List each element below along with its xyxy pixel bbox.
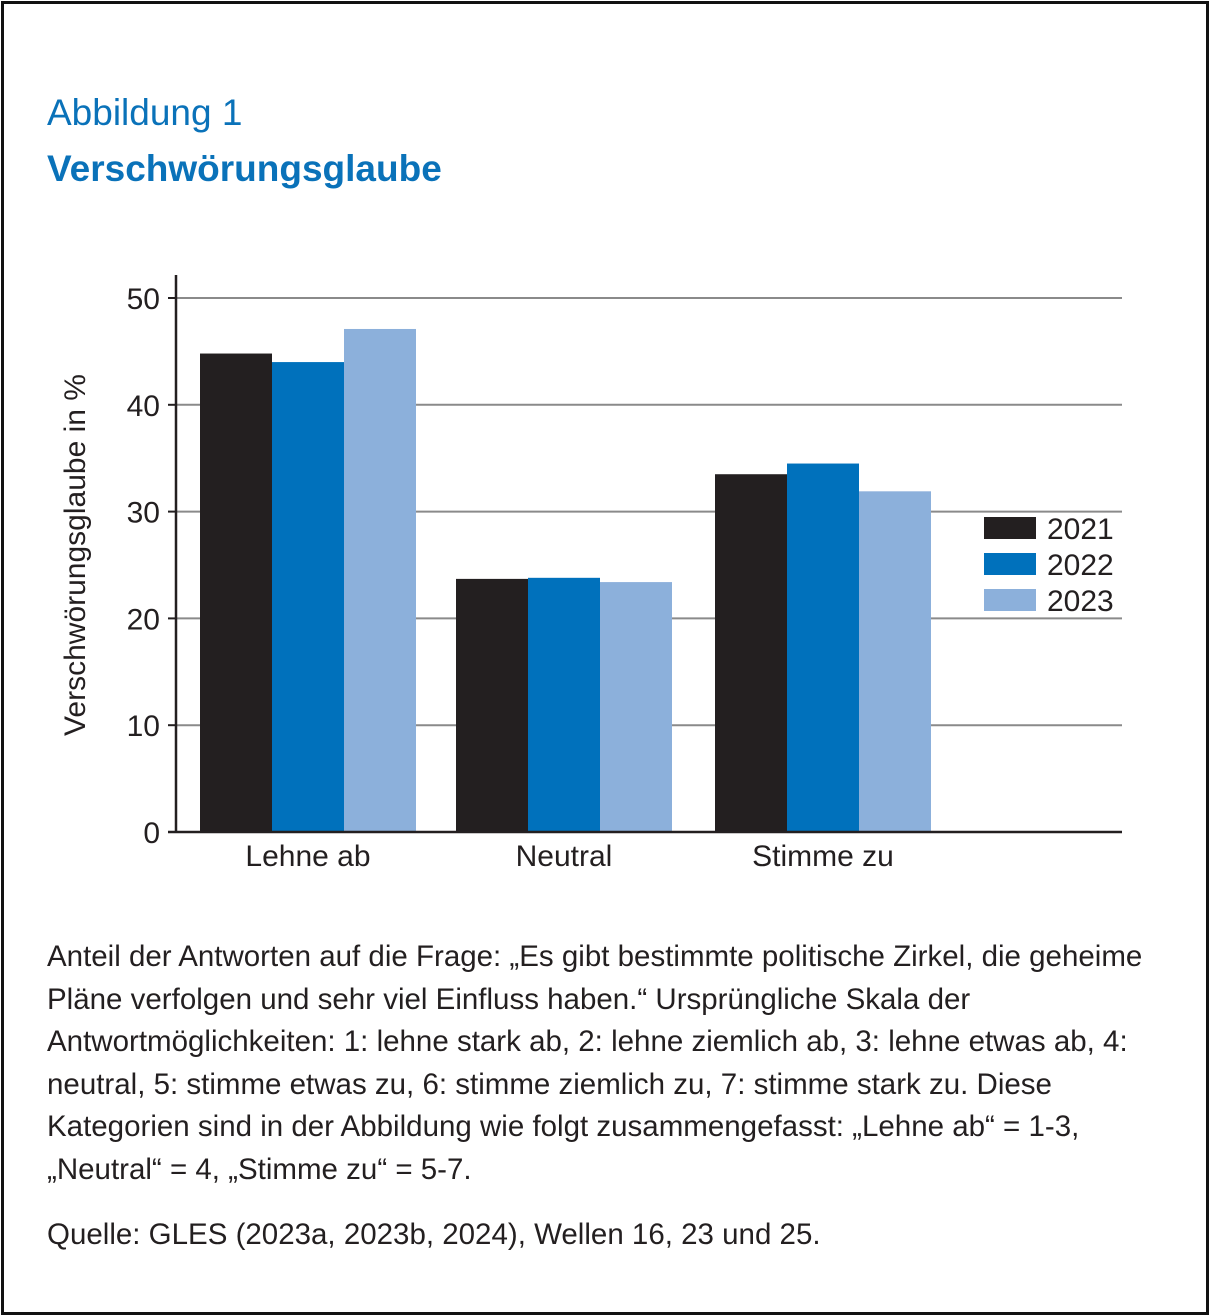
figure-note: Anteil der Antworten auf die Frage: „Es … <box>47 940 1143 1186</box>
y-tick-label: 0 <box>143 817 160 850</box>
bar-2021-neutral <box>456 578 528 832</box>
bar-2021-lehne-ab <box>200 353 272 832</box>
bar-2022-stimme-zu <box>787 463 859 832</box>
y-tick-label: 50 <box>127 283 160 316</box>
bar-2021-stimme-zu <box>715 474 787 832</box>
legend-label: 2021 <box>1047 513 1114 546</box>
y-tick-label: 10 <box>127 710 160 743</box>
bar-2022-lehne-ab <box>272 362 344 832</box>
y-tick-label: 20 <box>127 603 160 636</box>
legend-swatch-2022 <box>984 553 1036 575</box>
figure-source: Quelle: GLES (2023a, 2023b, 2024), Welle… <box>47 1218 821 1251</box>
legend-label: 2022 <box>1047 549 1114 582</box>
legend-swatch-2021 <box>984 517 1036 539</box>
bar-chart: 0 10 20 30 40 50 Lehne ab Neutral Stimme zu Versc… <box>59 275 1122 873</box>
y-tick-label: 40 <box>127 390 160 423</box>
x-tick-label: Neutral <box>516 840 613 873</box>
bar-2022-neutral <box>528 577 600 832</box>
x-tick-label: Lehne ab <box>245 840 370 873</box>
legend-swatch-2023 <box>984 589 1036 611</box>
x-tick-label: Stimme zu <box>752 840 894 873</box>
figure-title: Verschwörungsglaube <box>47 148 442 189</box>
bar-2023-stimme-zu <box>859 491 931 832</box>
y-tick-label: 30 <box>127 497 160 530</box>
bar-2023-neutral <box>600 582 672 832</box>
bar-2023-lehne-ab <box>344 328 416 832</box>
figure-label: Abbildung 1 <box>47 92 243 133</box>
legend-label: 2023 <box>1047 585 1114 618</box>
y-axis-label: Verschwörungsglaube in % <box>59 374 92 736</box>
